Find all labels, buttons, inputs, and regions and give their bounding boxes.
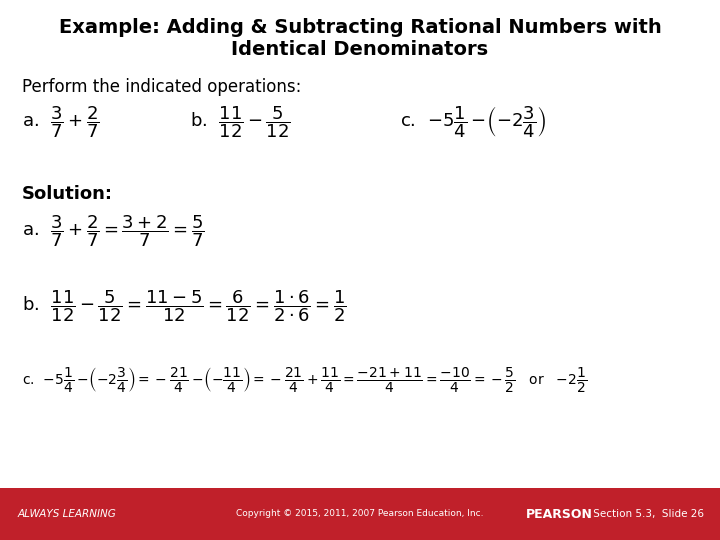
Text: Solution:: Solution:: [22, 185, 113, 203]
Text: Copyright © 2015, 2011, 2007 Pearson Education, Inc.: Copyright © 2015, 2011, 2007 Pearson Edu…: [236, 510, 484, 518]
Bar: [0, 488, 720, 540]
Text: a.  $\dfrac{3}{7}+\dfrac{2}{7}$: a. $\dfrac{3}{7}+\dfrac{2}{7}$: [22, 104, 99, 140]
Text: PEARSON: PEARSON: [526, 508, 593, 521]
Text: Example: Adding & Subtracting Rational Numbers with: Example: Adding & Subtracting Rational N…: [58, 18, 662, 37]
Text: c.  $-5\dfrac{1}{4}-\!\left(-2\dfrac{3}{4}\right)=-\dfrac{21}{4}-\!\left(-\dfrac: c. $-5\dfrac{1}{4}-\!\left(-2\dfrac{3}{4…: [22, 365, 588, 394]
Text: a.  $\dfrac{3}{7}+\dfrac{2}{7}=\dfrac{3+2}{7}=\dfrac{5}{7}$: a. $\dfrac{3}{7}+\dfrac{2}{7}=\dfrac{3+2…: [22, 213, 204, 248]
Text: Identical Denominators: Identical Denominators: [231, 40, 489, 59]
Text: Section 5.3,  Slide 26: Section 5.3, Slide 26: [590, 509, 704, 519]
Text: c.  $-5\dfrac{1}{4}-\!\left(-2\dfrac{3}{4}\right)$: c. $-5\dfrac{1}{4}-\!\left(-2\dfrac{3}{4…: [400, 104, 546, 140]
Text: b.  $\dfrac{11}{12}-\dfrac{5}{12}$: b. $\dfrac{11}{12}-\dfrac{5}{12}$: [190, 104, 291, 140]
Text: b.  $\dfrac{11}{12}-\dfrac{5}{12}=\dfrac{11-5}{12}=\dfrac{6}{12}=\dfrac{1\cdot6}: b. $\dfrac{11}{12}-\dfrac{5}{12}=\dfrac{…: [22, 288, 346, 323]
Text: ALWAYS LEARNING: ALWAYS LEARNING: [18, 509, 117, 519]
Text: Perform the indicated operations:: Perform the indicated operations:: [22, 78, 302, 96]
